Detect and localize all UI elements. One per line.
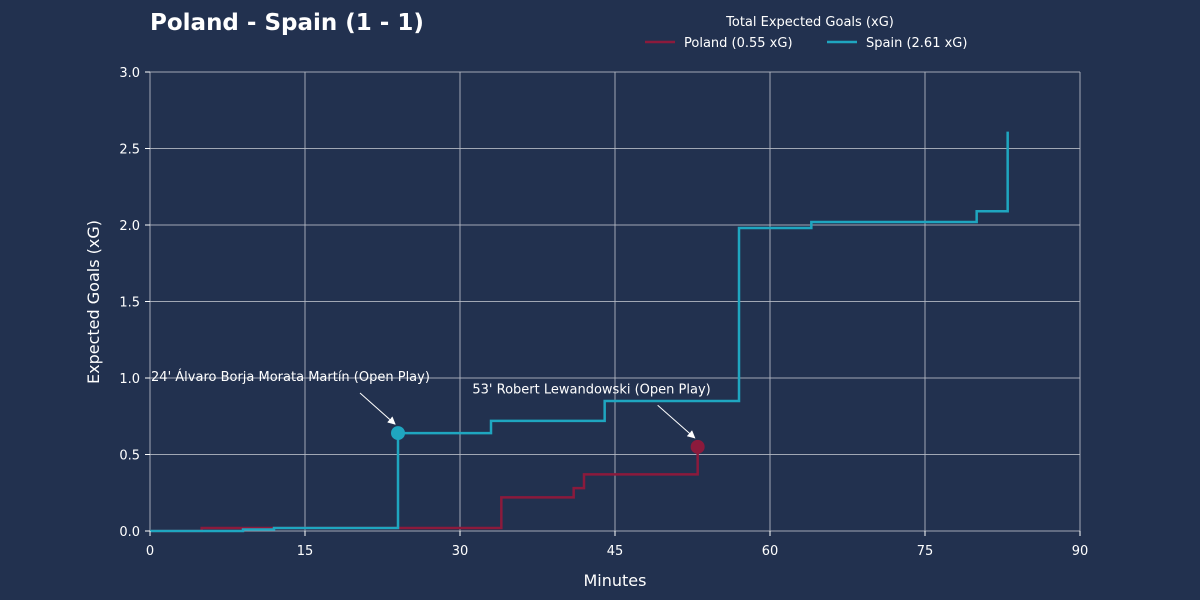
goal-annotation-label: 24' Álvaro Borja Morata Martín (Open Pla… [151, 369, 430, 385]
y-tick-label: 0.0 [119, 525, 140, 540]
y-tick-label: 2.5 [119, 143, 140, 158]
goal-marker [391, 426, 405, 441]
y-tick-label: 1.0 [119, 372, 140, 387]
goal-annotations: 24' Álvaro Borja Morata Martín (Open Pla… [151, 369, 711, 454]
axes: 0 15 30 45 60 75 90 0.0 0.5 1.0 1.5 2.0 2.5 3.0 [119, 66, 1088, 559]
goal-annotation-label: 53' Robert Lewandowski (Open Play) [472, 382, 710, 397]
series-lines [150, 131, 1009, 533]
y-axis-label: Expected Goals (xG) [84, 220, 103, 384]
x-tick-label: 75 [917, 544, 934, 559]
x-tick-label: 30 [452, 544, 469, 559]
y-tick-label: 1.5 [119, 296, 140, 311]
x-tick-label: 90 [1072, 544, 1089, 559]
x-tick-label: 60 [762, 544, 779, 559]
series-line-spain [150, 131, 1009, 533]
legend-title: Total Expected Goals (xG) [725, 15, 894, 30]
x-axis-label: Minutes [584, 571, 647, 590]
legend-label-spain: Spain (2.61 xG) [866, 36, 967, 51]
x-tick-label: 45 [607, 544, 624, 559]
series-line-poland [150, 446, 699, 533]
legend: Total Expected Goals (xG) Poland (0.55 x… [645, 15, 967, 51]
y-tick-label: 0.5 [119, 449, 140, 464]
x-tick-label: 15 [297, 544, 314, 559]
y-tick-label: 2.0 [119, 219, 140, 234]
legend-label-poland: Poland (0.55 xG) [684, 36, 793, 51]
goal-annotation-arrow [359, 392, 396, 425]
goal-annotation-arrow [657, 404, 696, 439]
grid [149, 71, 1081, 532]
chart-title: Poland - Spain (1 - 1) [150, 10, 424, 36]
y-tick-label: 3.0 [119, 66, 140, 81]
x-tick-label: 0 [146, 544, 154, 559]
goal-marker [690, 439, 705, 454]
